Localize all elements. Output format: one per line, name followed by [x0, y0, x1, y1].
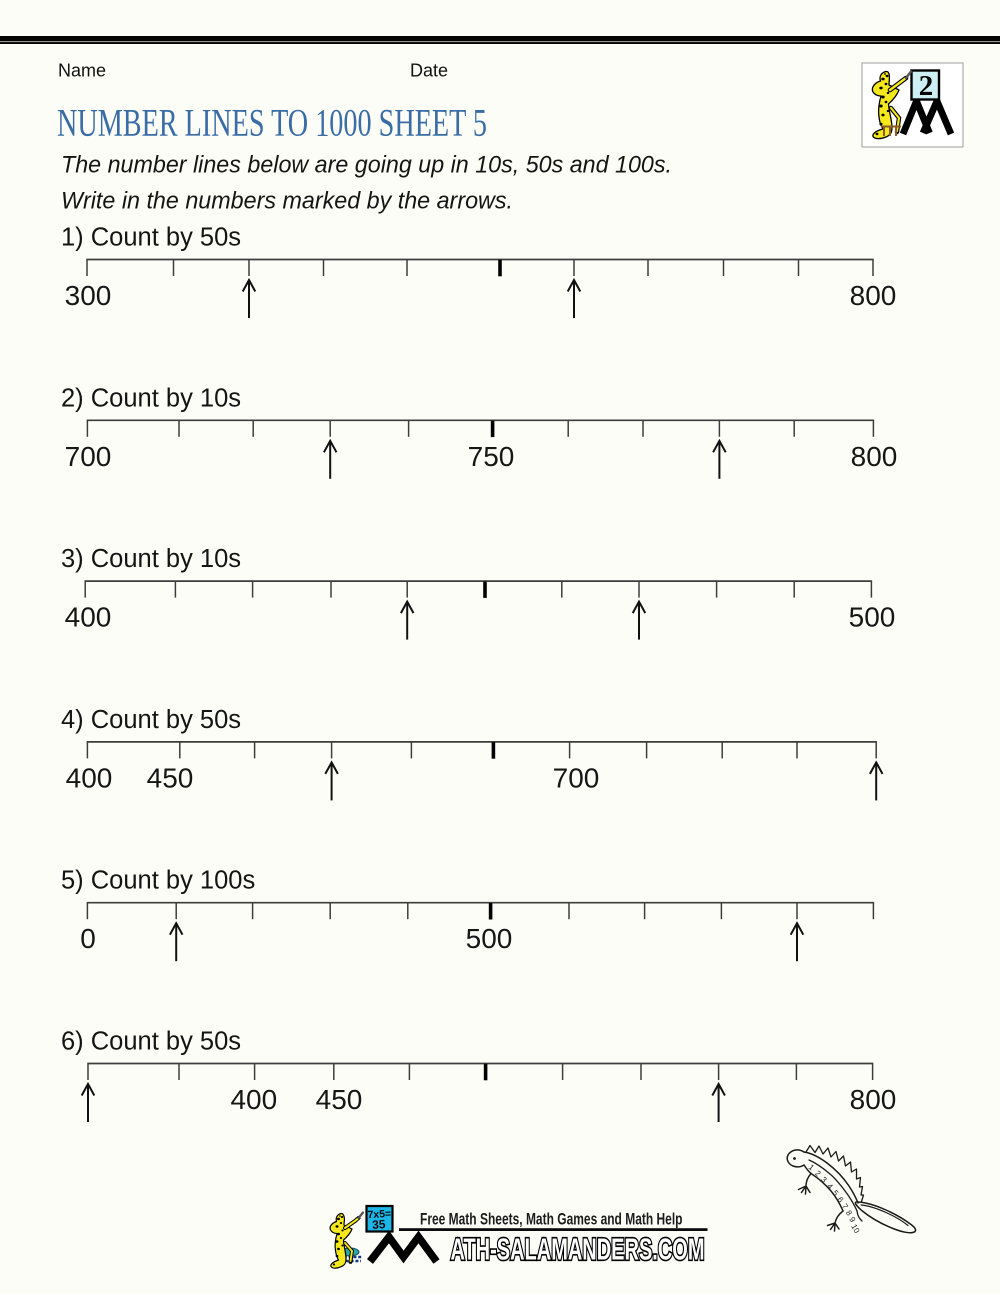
svg-text:6) Count by 50s: 6) Count by 50s	[61, 1028, 241, 1056]
svg-text:700: 700	[553, 762, 600, 793]
svg-text:400: 400	[230, 1084, 277, 1115]
svg-text:450: 450	[147, 762, 194, 793]
svg-text:Date: Date	[410, 61, 448, 81]
svg-text:500: 500	[466, 923, 513, 954]
svg-text:3) Count by 10s: 3) Count by 10s	[61, 545, 241, 573]
svg-text:700: 700	[65, 441, 112, 472]
svg-text:NUMBER LINES TO 1000 SHEET 5: NUMBER LINES TO 1000 SHEET 5	[57, 101, 487, 145]
svg-text:Write in the numbers marked by: Write in the numbers marked by the arrow…	[61, 188, 513, 215]
svg-text:2: 2	[919, 70, 934, 102]
svg-text:800: 800	[851, 441, 898, 472]
svg-text:35: 35	[372, 1217, 386, 1232]
svg-text:400: 400	[66, 762, 113, 793]
svg-text:800: 800	[850, 1084, 897, 1115]
svg-text:1: 1	[807, 1162, 816, 1172]
svg-text:300: 300	[65, 280, 112, 311]
svg-text:800: 800	[850, 280, 897, 311]
svg-text:7: 7	[840, 1202, 850, 1211]
svg-text:7x5=: 7x5=	[367, 1208, 391, 1221]
svg-text:4) Count by 50s: 4) Count by 50s	[61, 706, 241, 734]
svg-text:2: 2	[813, 1169, 823, 1179]
svg-text:750: 750	[468, 441, 515, 472]
svg-text:Free Math Sheets, Math Games a: Free Math Sheets, Math Games and Math He…	[420, 1211, 683, 1229]
svg-text:8: 8	[844, 1209, 854, 1218]
svg-text:The number lines below are goi: The number lines below are going up in 1…	[61, 152, 672, 179]
svg-text:5: 5	[830, 1189, 840, 1199]
svg-text:400: 400	[65, 602, 112, 633]
svg-text:Name: Name	[58, 61, 106, 81]
svg-text:9: 9	[847, 1215, 857, 1224]
svg-text:500: 500	[849, 602, 896, 633]
svg-text:10: 10	[849, 1223, 861, 1236]
svg-text:4: 4	[825, 1182, 835, 1192]
svg-text:2) Count by 10s: 2) Count by 10s	[61, 384, 241, 412]
svg-text:3: 3	[819, 1175, 829, 1185]
svg-text:6: 6	[835, 1195, 845, 1204]
svg-text:450: 450	[316, 1084, 363, 1115]
svg-text:ATH-SALAMANDERS.COM: ATH-SALAMANDERS.COM	[451, 1232, 705, 1267]
svg-text:0: 0	[80, 923, 96, 954]
svg-text:1) Count by 50s: 1) Count by 50s	[61, 224, 241, 252]
svg-text:5) Count by 100s: 5) Count by 100s	[61, 867, 255, 895]
